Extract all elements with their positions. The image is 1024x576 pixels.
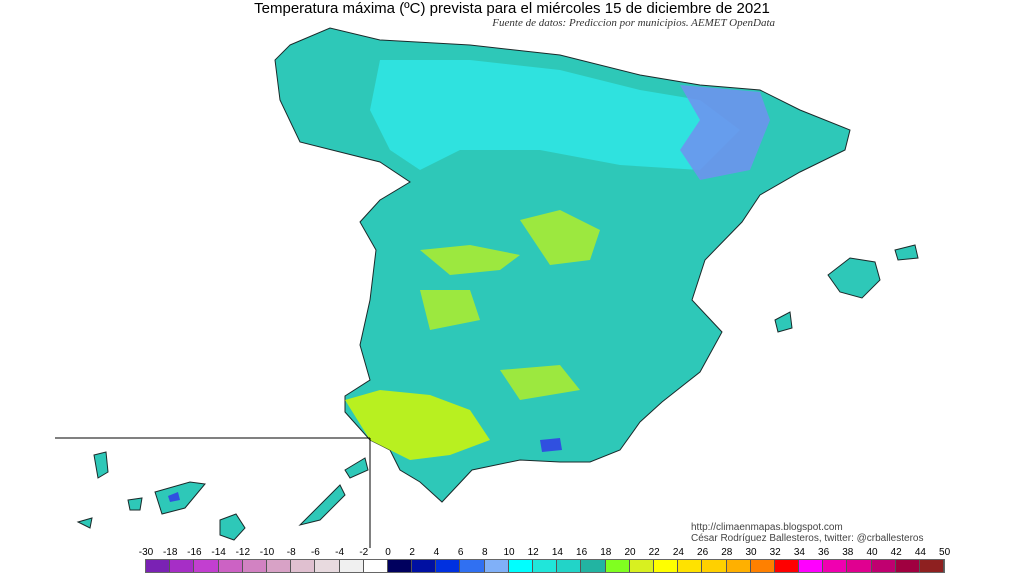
legend-label: -10 <box>259 547 275 558</box>
legend-label: 40 <box>866 547 878 558</box>
map-title: Temperatura máxima (ºC) prevista para el… <box>254 0 770 17</box>
legend-swatch <box>895 560 920 572</box>
legend-swatch <box>581 560 606 572</box>
legend-label: -18 <box>162 547 178 558</box>
legend-label: 32 <box>769 547 781 558</box>
legend-label: 50 <box>939 547 951 558</box>
legend-swatch <box>847 560 872 572</box>
legend-swatch <box>484 560 509 572</box>
legend-swatch <box>170 560 195 572</box>
warm-region-extremadura <box>420 210 600 400</box>
legend-label: 6 <box>457 547 464 558</box>
legend-label: 20 <box>624 547 636 558</box>
legend-swatch <box>387 560 413 572</box>
legend-swatch <box>750 560 775 572</box>
map-subtitle: Fuente de datos: Prediccion por municipi… <box>492 17 775 29</box>
legend-swatch <box>653 560 679 572</box>
legend-label: 42 <box>890 547 902 558</box>
credits: http://climaenmapas.blogspot.com César R… <box>691 522 923 544</box>
cool-region-north <box>370 60 740 170</box>
legend-swatch <box>678 560 703 572</box>
legend-swatch <box>363 560 388 572</box>
legend-label: 36 <box>818 547 830 558</box>
island-gran-canaria <box>219 513 246 541</box>
legend-label: 12 <box>527 547 539 558</box>
legend-swatch <box>508 560 533 572</box>
legend-label: -16 <box>187 547 202 558</box>
legend-label: -14 <box>211 547 226 558</box>
balearic-menorca <box>894 244 919 261</box>
legend-label: -6 <box>310 547 320 558</box>
legend-swatch <box>629 560 654 572</box>
legend-label: -12 <box>235 547 251 558</box>
legend-label: 44 <box>914 547 926 558</box>
legend-swatch <box>218 560 243 572</box>
legend-label: 28 <box>721 547 733 558</box>
legend-label: -30 <box>138 547 154 558</box>
legend-swatch <box>436 560 461 572</box>
legend-label: 10 <box>503 547 515 558</box>
legend-swatch <box>460 560 485 572</box>
legend-label: 22 <box>648 547 660 558</box>
legend-swatch <box>146 560 171 572</box>
legend-label: 4 <box>433 547 440 558</box>
balearic-ibiza <box>774 311 793 333</box>
credits-author: César Rodríguez Ballesteros, twitter: @c… <box>691 533 924 544</box>
legend-swatch <box>533 560 558 572</box>
legend-label: 8 <box>482 547 488 558</box>
legend-swatch <box>266 560 292 572</box>
legend-swatch <box>315 560 340 572</box>
legend-label: 30 <box>745 547 757 558</box>
canary-islands <box>76 451 369 541</box>
island-el-hierro <box>76 517 93 529</box>
balearic-mallorca <box>827 257 881 299</box>
legend-label: -4 <box>335 547 345 558</box>
legend-label: -2 <box>359 547 369 558</box>
legend-swatch <box>871 560 896 572</box>
cold-spot-south <box>540 438 562 452</box>
legend-label: 34 <box>793 547 805 558</box>
color-legend <box>145 559 946 573</box>
credits-url[interactable]: http://climaenmapas.blogspot.com <box>691 522 843 533</box>
legend-swatch <box>291 560 316 572</box>
island-fuerteventura <box>298 484 346 526</box>
legend-swatch <box>242 560 267 572</box>
legend-label: 0 <box>385 547 391 558</box>
island-lanzarote <box>344 457 369 479</box>
legend-swatch <box>799 560 824 572</box>
legend-swatch <box>774 560 800 572</box>
legend-swatch <box>557 560 582 572</box>
cold-region-pyrenees <box>680 85 770 180</box>
legend-swatch <box>702 560 727 572</box>
legend-swatch <box>412 560 437 572</box>
island-tenerife <box>154 481 206 515</box>
tenerife-cold-spot <box>168 492 180 502</box>
legend-label: 16 <box>576 547 588 558</box>
legend-label: 2 <box>409 547 415 558</box>
legend-swatch <box>194 560 219 572</box>
legend-swatch <box>339 560 364 572</box>
legend-labels: -30 -18 -16 -14 -12 -10 -8 -6 -4 -2 0 2 4 6 8 10 12 14 16 1… <box>0 547 1024 559</box>
island-la-gomera <box>127 497 143 511</box>
legend-label: 24 <box>672 547 684 558</box>
legend-label: -8 <box>286 547 296 558</box>
warm-region-guadalquivir <box>345 390 490 460</box>
legend-label: 26 <box>697 547 709 558</box>
legend-swatch <box>920 560 945 572</box>
legend-label: 38 <box>842 547 854 558</box>
island-la-palma <box>93 451 109 479</box>
legend-swatch <box>605 560 630 572</box>
legend-swatch <box>726 560 751 572</box>
legend-label: 14 <box>551 547 563 558</box>
legend-swatch <box>823 560 848 572</box>
legend-label: 18 <box>600 547 612 558</box>
